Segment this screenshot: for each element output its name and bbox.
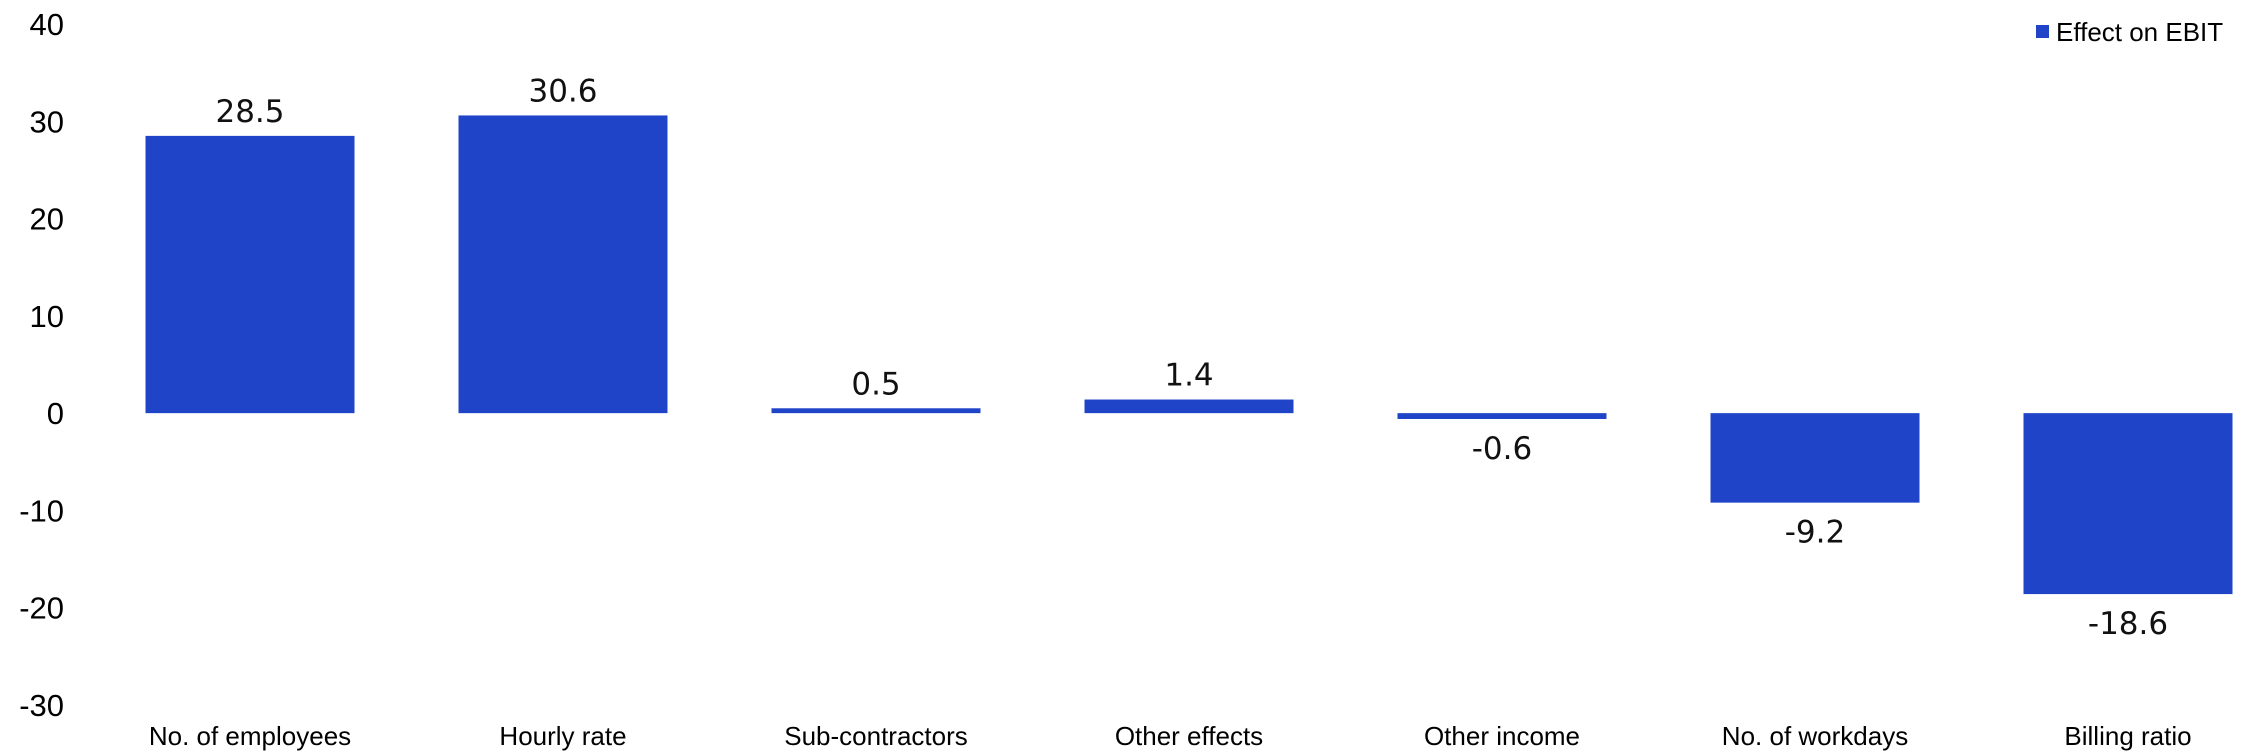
y-tick-label: 10	[30, 299, 64, 334]
x-tick-label: Sub-contractors	[784, 721, 968, 751]
bar-value-label: 1.4	[1164, 358, 1213, 394]
value-labels: 28.5 30.6 0.5 1.4 -0.6 -9.2 -18.6	[215, 73, 2168, 642]
x-tick-label: Billing ratio	[2064, 721, 2191, 751]
y-tick-label: 20	[30, 202, 64, 237]
y-tick-label: 30	[30, 104, 64, 139]
bar	[145, 135, 355, 414]
y-tick-label: -10	[19, 493, 64, 528]
bar	[771, 408, 981, 414]
bar	[1084, 399, 1294, 414]
bar-value-label: 30.6	[528, 73, 597, 109]
x-axis: No. of employees Hourly rate Sub-contracto…	[149, 721, 2192, 751]
y-tick-label: -30	[19, 688, 64, 723]
legend-label: Effect on EBIT	[2056, 17, 2223, 47]
y-axis: 40 30 20 10 0 -10 -20 -30	[19, 7, 64, 723]
x-tick-label: Hourly rate	[499, 721, 626, 751]
bar	[2023, 413, 2233, 595]
bar-value-label: 28.5	[215, 94, 284, 130]
y-tick-label: 0	[47, 396, 64, 431]
y-tick-label: -20	[19, 591, 64, 626]
x-tick-label: Other effects	[1115, 721, 1263, 751]
y-tick-label: 40	[30, 7, 64, 42]
bar-value-label: -0.6	[1472, 431, 1533, 467]
bar-value-label: -18.6	[2088, 606, 2168, 642]
x-tick-label: Other income	[1424, 721, 1580, 751]
bar-value-label: -9.2	[1785, 515, 1846, 551]
legend: Effect on EBIT	[2036, 17, 2223, 47]
bar-series	[145, 115, 2233, 595]
x-tick-label: No. of workdays	[1722, 721, 1908, 751]
bar	[458, 115, 668, 414]
bar-value-label: 0.5	[851, 366, 900, 402]
x-tick-label: No. of employees	[149, 721, 351, 751]
legend-swatch	[2036, 25, 2049, 38]
bar	[1710, 413, 1920, 503]
bar	[1397, 413, 1607, 419]
